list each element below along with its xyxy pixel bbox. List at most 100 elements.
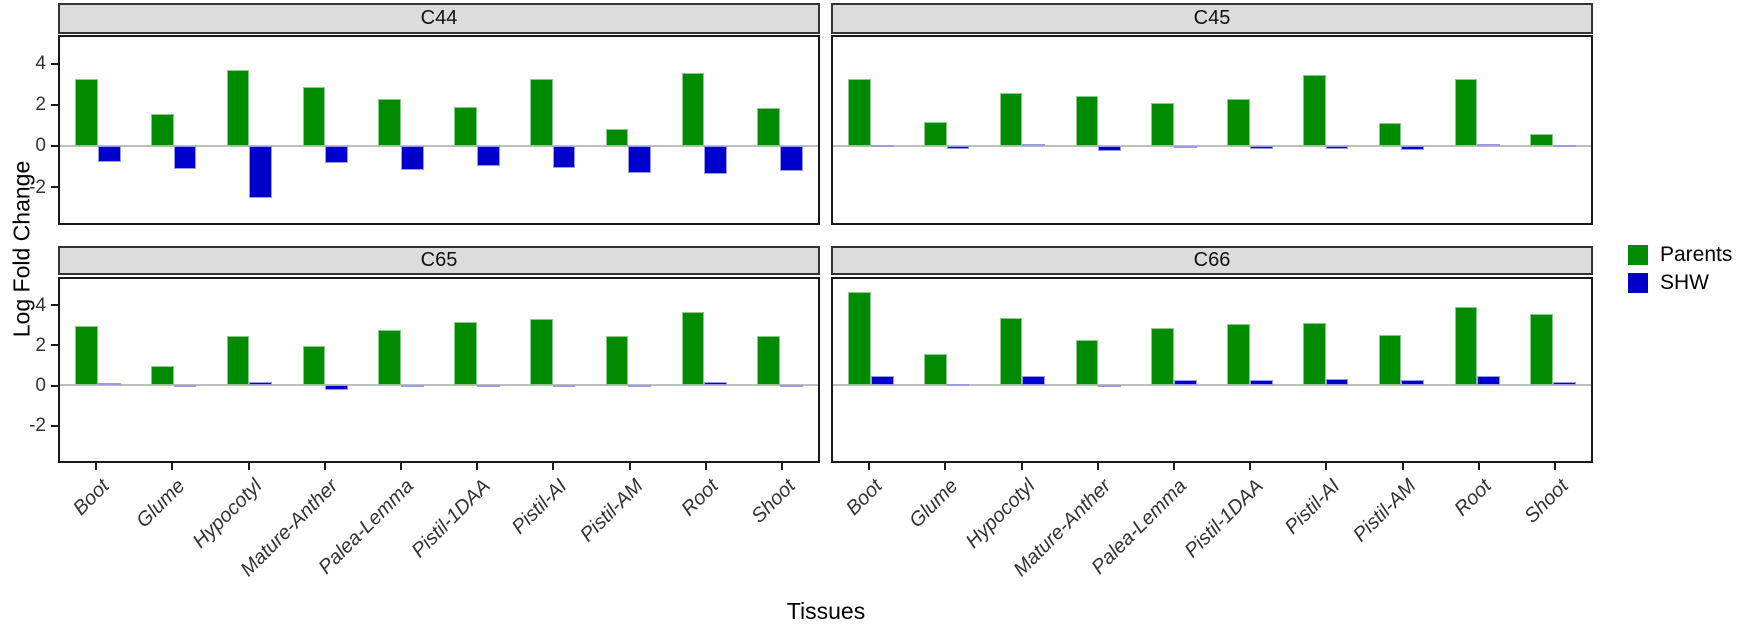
y-tick-label: -2: [29, 176, 46, 198]
zero-line: [60, 144, 818, 147]
panel-c66: [831, 277, 1593, 463]
bar-group-C66-Shoot: [1515, 279, 1591, 461]
bar-shw-C65-Mature-Anther: [325, 385, 349, 390]
bar-parents-C45-Mature-Anther: [1075, 96, 1099, 146]
bar-group-C45-Root: [1439, 37, 1515, 223]
bar-parents-C66-Pistil-1DAA: [1227, 324, 1250, 386]
bar-parents-C65-Hypocotyl: [226, 336, 250, 386]
x-tick-mark: [1553, 463, 1556, 470]
bar-shw-C45-Palea-Lemma: [1174, 145, 1197, 148]
y-tick-mark: [51, 344, 58, 347]
bar-group-C44-Root: [666, 37, 742, 223]
x-tick-mark: [868, 463, 871, 470]
facet-strip-c66: C66: [831, 246, 1593, 275]
bar-parents-C44-Palea-Lemma: [378, 99, 402, 146]
bar-parents-C66-Mature-Anther: [1075, 339, 1099, 386]
bar-shw-C44-Pistil-AM: [628, 145, 652, 173]
bar-group-C44-Pistil-1DAA: [439, 37, 515, 223]
bar-shw-C66-Hypocotyl: [1022, 376, 1046, 386]
zero-line: [833, 144, 1591, 147]
x-tick-mark: [1401, 463, 1404, 470]
facet-strip-label: C65: [420, 249, 458, 271]
x-tick-label-Boot: Boot: [842, 475, 887, 520]
facet-strip-c65: C65: [58, 246, 820, 275]
legend-label-shw: SHW: [1660, 271, 1709, 294]
bar-parents-C65-Pistil-1DAA: [454, 322, 477, 386]
x-tick-label-Hypocotyl: Hypocotyl: [961, 475, 1040, 553]
x-tick-mark: [171, 463, 174, 470]
bar-shw-C44-Boot: [97, 145, 121, 162]
y-tick-mark: [51, 304, 58, 307]
bar-shw-C44-Mature-Anther: [325, 145, 349, 163]
bar-parents-C65-Pistil-AI: [529, 319, 553, 386]
bar-group-C45-Hypocotyl: [985, 37, 1061, 223]
x-tick-mark: [1020, 463, 1023, 470]
bar-group-C65-Shoot: [742, 279, 818, 461]
y-tick-label: 4: [35, 53, 46, 75]
y-tick-label: 4: [35, 294, 46, 316]
bar-group-C65-Pistil-AI: [515, 279, 591, 461]
bar-group-C44-Boot: [60, 37, 136, 223]
bar-shw-C45-Pistil-1DAA: [1249, 145, 1273, 150]
y-tick-label: 0: [35, 135, 46, 157]
bar-parents-C44-Hypocotyl: [226, 70, 250, 146]
x-tick-label-Pistil-AI: Pistil-AI: [507, 475, 571, 539]
bar-group-C45-Mature-Anther: [1060, 37, 1136, 223]
bar-shw-C44-Pistil-AI: [552, 145, 576, 168]
bar-group-C66-Pistil-AI: [1288, 279, 1364, 461]
bar-shw-C45-Shoot: [1553, 144, 1576, 147]
bar-parents-C44-Pistil-AM: [605, 129, 629, 146]
bar-shw-C44-Hypocotyl: [249, 145, 273, 198]
bar-parents-C65-Shoot: [757, 336, 781, 386]
bar-shw-C45-Mature-Anther: [1098, 145, 1122, 151]
bar-group-C66-Pistil-1DAA: [1212, 279, 1288, 461]
bar-shw-C44-Root: [704, 145, 728, 174]
bar-parents-C44-Mature-Anther: [302, 87, 326, 146]
x-tick-label-Shoot: Shoot: [1519, 475, 1573, 528]
bar-shw-C65-Boot: [97, 382, 121, 386]
x-tick-mark: [1249, 463, 1252, 470]
facet-strip-label: C66: [1193, 249, 1231, 271]
y-tick-mark: [51, 144, 58, 147]
facet-strip-c45: C45: [831, 3, 1593, 34]
x-tick-label-Pistil-AM: Pistil-AM: [575, 475, 648, 547]
bar-parents-C66-Pistil-AM: [1378, 335, 1402, 386]
bar-shw-C45-Boot: [870, 144, 894, 147]
bar-group-C66-Root: [1439, 279, 1515, 461]
legend-label-parents: Parents: [1660, 243, 1733, 266]
bar-shw-C65-Root: [704, 382, 728, 386]
bar-parents-C45-Pistil-1DAA: [1227, 99, 1250, 146]
bar-group-C44-Shoot: [742, 37, 818, 223]
x-tick-label-Hypocotyl: Hypocotyl: [188, 475, 267, 553]
x-tick-mark: [552, 463, 555, 470]
bar-shw-C45-Glume: [946, 145, 970, 149]
x-tick-mark: [476, 463, 479, 470]
bar-group-C66-Pistil-AM: [1364, 279, 1440, 461]
y-tick-mark: [51, 103, 58, 106]
bar-shw-C65-Pistil-AM: [628, 384, 652, 387]
y-tick-label: 0: [35, 375, 46, 397]
x-tick-label-Pistil-AI: Pistil-AI: [1280, 475, 1344, 539]
zero-line: [833, 384, 1591, 387]
bar-parents-C44-Pistil-AI: [529, 79, 553, 146]
legend: Parents SHW: [1628, 243, 1733, 301]
x-tick-mark: [944, 463, 947, 470]
bar-group-C65-Glume: [136, 279, 212, 461]
bar-shw-C66-Glume: [946, 383, 970, 386]
x-axis-title: Tissues: [786, 598, 866, 624]
bar-group-C45-Pistil-AM: [1364, 37, 1440, 223]
bar-parents-C45-Glume: [923, 122, 947, 146]
legend-entry-shw: SHW: [1628, 271, 1732, 294]
bar-parents-C44-Root: [681, 73, 705, 146]
y-tick-mark: [51, 62, 58, 65]
bar-parents-C66-Boot: [848, 291, 871, 386]
bar-group-C65-Root: [666, 279, 742, 461]
bar-shw-C65-Shoot: [780, 385, 803, 388]
bar-parents-C65-Root: [681, 312, 705, 386]
legend-entry-parents: Parents: [1628, 243, 1733, 266]
bar-shw-C66-Pistil-AM: [1401, 379, 1425, 386]
panel-c65: [58, 277, 820, 463]
bar-parents-C45-Pistil-AM: [1378, 123, 1402, 146]
bar-shw-C66-Boot: [870, 376, 894, 386]
x-tick-label-Pistil-1DAA: Pistil-1DAA: [407, 475, 495, 563]
